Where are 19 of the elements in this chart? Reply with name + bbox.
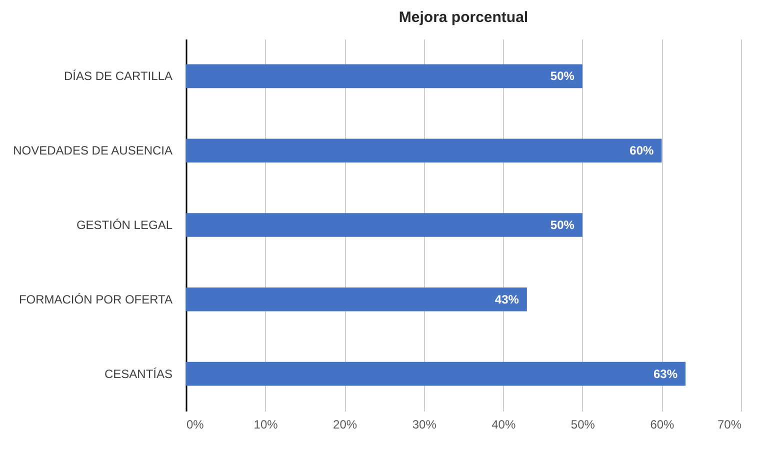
data-label: 50% bbox=[550, 218, 575, 232]
y-tick-label: CESANTÍAS bbox=[104, 366, 172, 381]
x-tick-label: 60% bbox=[650, 418, 675, 432]
x-tick-label: 30% bbox=[412, 418, 437, 432]
chart-title: Mejora porcentual bbox=[398, 9, 528, 26]
data-label: 43% bbox=[494, 292, 520, 306]
x-tick-label: 70% bbox=[717, 418, 742, 432]
y-tick-label: FORMACIÓN POR OFERTA bbox=[18, 292, 172, 306]
y-tick-label: GESTIÓN LEGAL bbox=[76, 218, 173, 232]
y-tick-label: DÍAS DE CARTILLA bbox=[64, 69, 172, 84]
data-label: 63% bbox=[653, 366, 678, 381]
data-label: 60% bbox=[630, 144, 654, 158]
x-tick-label: 0% bbox=[186, 418, 204, 432]
data-label: 50% bbox=[550, 69, 575, 84]
x-tick-label: 40% bbox=[492, 418, 516, 432]
x-tick-label: 50% bbox=[570, 418, 596, 432]
x-tick-label: 20% bbox=[333, 418, 358, 432]
y-tick-label: NOVEDADES DE AUSENCIA bbox=[13, 144, 172, 158]
x-tick-label: 10% bbox=[254, 418, 278, 432]
